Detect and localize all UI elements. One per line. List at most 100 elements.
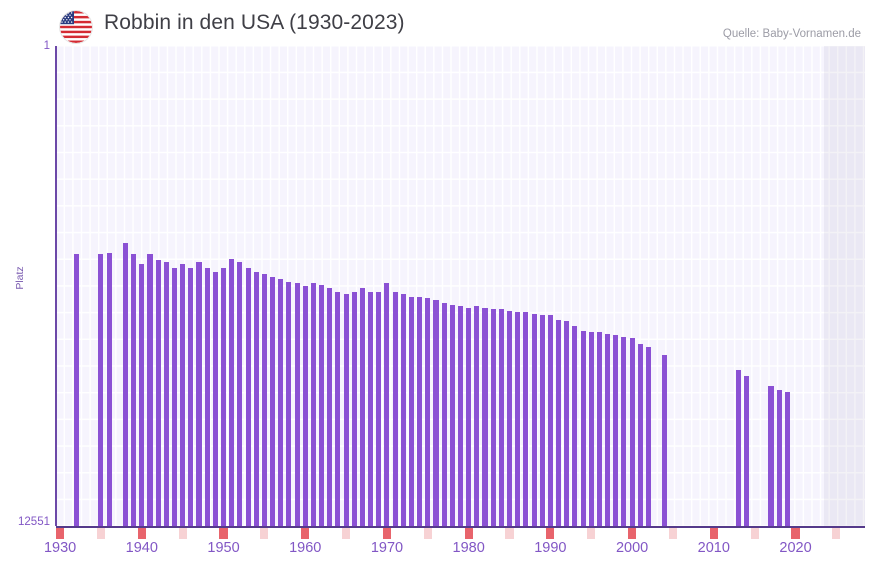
bar[interactable]	[580, 330, 586, 526]
bar[interactable]	[302, 286, 308, 526]
x-axis-tick	[709, 528, 718, 539]
x-axis-labels: 1930 1940 1950 1960 1970 1980 1990 2000 2010 2020	[0, 540, 873, 566]
bar[interactable]	[523, 312, 529, 526]
bar[interactable]	[335, 292, 341, 526]
bar[interactable]	[245, 267, 251, 526]
x-axis-tick	[423, 528, 432, 539]
bar[interactable]	[122, 243, 128, 526]
bar[interactable]	[498, 309, 504, 526]
bar[interactable]	[180, 263, 186, 526]
x-axis-tick	[260, 528, 269, 539]
bar[interactable]	[572, 325, 578, 526]
bar[interactable]	[433, 299, 439, 526]
bar[interactable]	[556, 319, 562, 526]
x-axis-tick	[464, 528, 473, 539]
bar[interactable]	[408, 296, 414, 526]
bar[interactable]	[147, 254, 153, 526]
bar[interactable]	[343, 293, 349, 526]
bar[interactable]	[204, 267, 210, 526]
bar[interactable]	[417, 296, 423, 526]
bar[interactable]	[163, 261, 169, 526]
bar[interactable]	[253, 272, 259, 526]
us-flag-icon	[60, 11, 92, 43]
bar[interactable]	[171, 267, 178, 526]
bar[interactable]	[131, 254, 137, 526]
bar[interactable]	[270, 276, 276, 526]
bar[interactable]	[662, 355, 668, 526]
bar[interactable]	[188, 267, 194, 526]
bar[interactable]	[490, 309, 496, 526]
bar[interactable]	[637, 344, 643, 526]
bar-series	[56, 46, 865, 526]
bar[interactable]	[294, 283, 300, 526]
bar[interactable]	[73, 254, 79, 526]
x-axis-ticks	[56, 528, 865, 539]
x-axis-tick	[96, 528, 105, 539]
bar[interactable]	[596, 332, 602, 526]
bar[interactable]	[359, 287, 365, 526]
bar[interactable]	[735, 370, 741, 526]
x-axis-line	[56, 526, 865, 528]
bar[interactable]	[539, 315, 545, 526]
bar[interactable]	[482, 307, 488, 526]
bar[interactable]	[376, 292, 382, 526]
bar[interactable]	[645, 347, 651, 526]
bar[interactable]	[629, 338, 635, 526]
bar[interactable]	[466, 307, 472, 526]
bar[interactable]	[621, 336, 627, 526]
y-axis-bottom-label: 12551	[18, 516, 50, 528]
x-axis-tick	[301, 528, 310, 539]
bar[interactable]	[588, 332, 594, 526]
chart-header: Robbin in den USA (1930-2023) Quelle: Ba…	[0, 0, 873, 44]
bar[interactable]	[564, 321, 570, 526]
bar[interactable]	[384, 283, 390, 526]
x-axis-tick	[505, 528, 514, 539]
bar[interactable]	[237, 261, 243, 526]
bar[interactable]	[457, 306, 464, 526]
bar[interactable]	[212, 272, 218, 526]
bar[interactable]	[441, 302, 447, 526]
bar[interactable]	[392, 292, 398, 526]
bar[interactable]	[106, 252, 112, 526]
bar[interactable]	[425, 298, 431, 526]
bar[interactable]	[310, 283, 316, 526]
bar[interactable]	[220, 267, 227, 526]
x-axis-tick-label: 2000	[615, 540, 649, 556]
bar[interactable]	[155, 260, 161, 526]
x-axis-tick	[546, 528, 555, 539]
bar[interactable]	[351, 292, 357, 526]
bar[interactable]	[547, 315, 553, 526]
bar[interactable]	[327, 287, 333, 526]
bar[interactable]	[229, 258, 235, 526]
bar[interactable]	[743, 376, 750, 526]
bar[interactable]	[278, 278, 284, 526]
bar[interactable]	[474, 306, 480, 526]
bar[interactable]	[449, 304, 455, 526]
bar[interactable]	[784, 391, 790, 526]
bar[interactable]	[319, 284, 325, 526]
bar[interactable]	[613, 335, 619, 526]
x-axis-tick	[342, 528, 351, 539]
bar[interactable]	[605, 333, 611, 526]
bar[interactable]	[400, 293, 406, 526]
x-axis-tick-label: 1940	[125, 540, 158, 556]
plot-area	[56, 46, 865, 526]
bar[interactable]	[286, 281, 292, 526]
x-axis-tick	[832, 528, 841, 539]
y-axis-line	[55, 46, 57, 526]
bar[interactable]	[776, 390, 782, 526]
bar[interactable]	[506, 310, 513, 526]
bar[interactable]	[261, 273, 267, 526]
bar[interactable]	[768, 385, 774, 526]
x-axis-tick-label: 2020	[779, 540, 812, 556]
bar[interactable]	[196, 261, 202, 526]
bar[interactable]	[515, 312, 521, 526]
bar[interactable]	[368, 292, 374, 526]
bar[interactable]	[139, 263, 145, 526]
bar[interactable]	[531, 313, 537, 526]
x-axis-tick	[668, 528, 678, 539]
x-axis-tick-label: 1950	[207, 540, 240, 556]
x-axis-tick	[382, 528, 392, 539]
x-axis-tick	[628, 528, 637, 539]
bar[interactable]	[98, 254, 104, 526]
